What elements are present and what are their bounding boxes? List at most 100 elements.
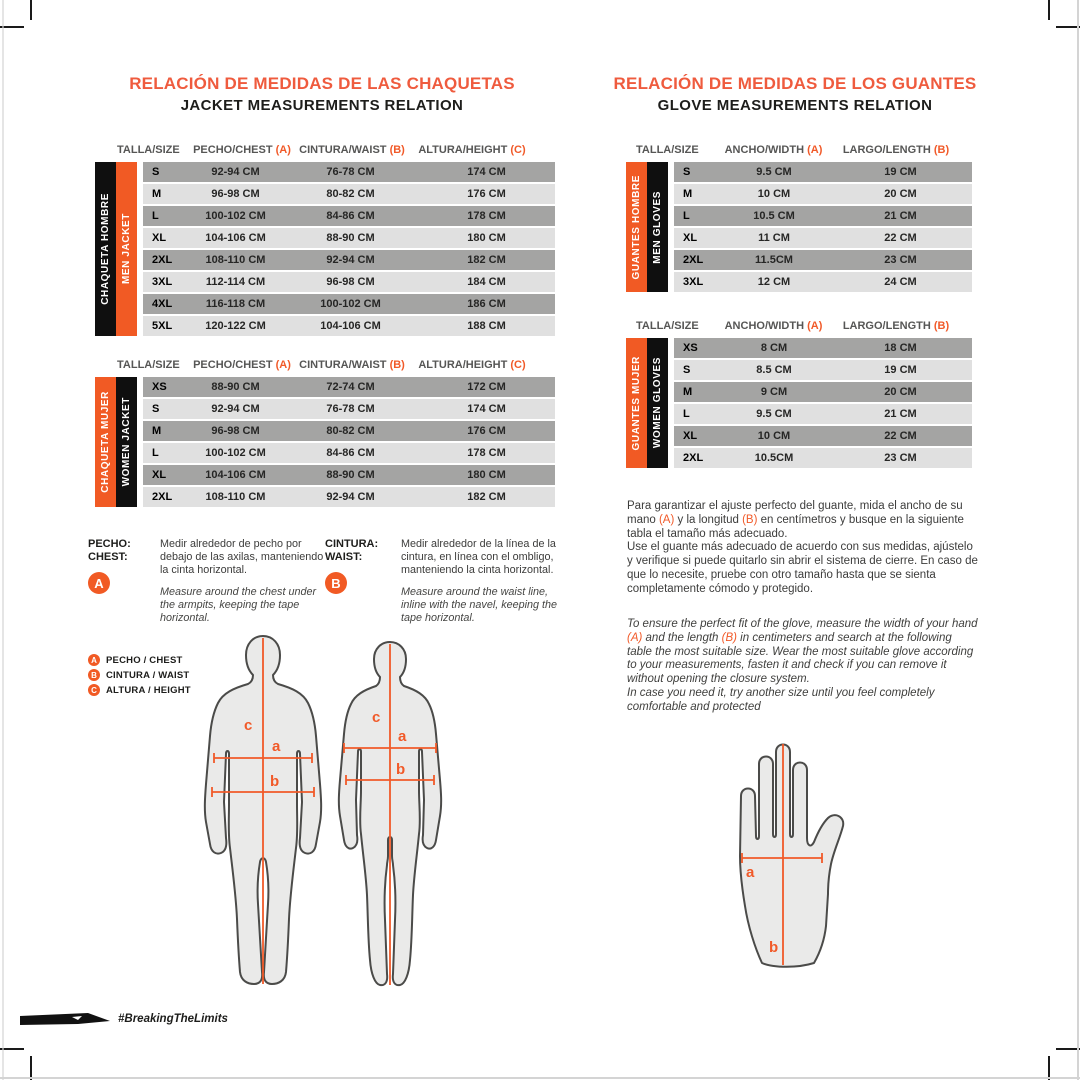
band-chaqueta-hombre: CHAQUETA HOMBRE [95, 162, 116, 336]
size-cell: XS [152, 381, 167, 393]
table-row: 2XL 108-110 CM 92-94 CM 182 CM [143, 250, 555, 270]
page-edge [1077, 0, 1079, 1080]
value-cell: 9.5 CM [756, 408, 792, 420]
column-header: TALLA/SIZE [117, 359, 180, 371]
size-cell: 3XL [683, 276, 704, 288]
hand-silhouette [739, 743, 845, 968]
hand-length-label: b [769, 939, 778, 956]
table-row: L 100-102 CM 84-86 CM 178 CM [143, 206, 555, 226]
column-header: ANCHO/WIDTH (A) [724, 144, 823, 156]
size-cell: S [683, 364, 691, 376]
table-row: XL 104-106 CM 88-90 CM 180 CM [143, 465, 555, 485]
value-cell: 104-106 CM [205, 469, 266, 481]
page-edge [2, 0, 4, 1080]
value-cell: 182 CM [467, 491, 506, 503]
size-cell: L [683, 408, 690, 420]
chest-text-en: Measure around the chest under the armpi… [160, 586, 317, 624]
crop-mark [0, 1048, 24, 1050]
value-cell: 92-94 CM [211, 403, 260, 415]
value-cell: 92-94 CM [326, 491, 375, 503]
waist-text-en: Measure around the waist line, inline wi… [401, 586, 558, 624]
legend-item-chest: A PECHO / CHEST [88, 654, 191, 666]
crop-mark [1048, 0, 1050, 20]
value-cell: 22 CM [884, 430, 917, 442]
legend-b-badge: B [88, 669, 100, 681]
value-cell: 104-106 CM [320, 320, 381, 332]
table-row: 2XL 108-110 CM 92-94 CM 182 CM [143, 487, 555, 507]
value-cell: 20 CM [884, 188, 917, 200]
value-cell: 174 CM [467, 403, 506, 415]
size-cell: L [152, 447, 159, 459]
table-body: XS 8 CM 18 CM S 8.5 CM 19 CM M 9 CM 20 CM L 9.5 CM… [674, 338, 972, 468]
waist-text-es: Medir alrededor de la línea de la cintur… [401, 538, 556, 576]
crop-mark [1056, 26, 1080, 28]
value-cell: 18 CM [884, 342, 917, 354]
value-cell: 12 CM [757, 276, 791, 288]
chest-label: PECHO: CHEST: [88, 538, 131, 563]
size-cell: XL [683, 232, 698, 244]
value-cell: 172 CM [467, 381, 506, 393]
table-row: M 10 CM 20 CM [674, 184, 972, 204]
table-row: L 9.5 CM 21 CM [674, 404, 972, 424]
value-cell: 88-90 CM [326, 232, 375, 244]
size-cell: S [152, 403, 160, 415]
marker-a-badge: A [88, 572, 110, 594]
value-cell: 178 CM [467, 447, 506, 459]
column-header: CINTURA/WAIST (B) [299, 144, 405, 156]
value-cell: 180 CM [467, 469, 506, 481]
size-cell: XL [152, 232, 167, 244]
value-cell: 76-78 CM [326, 403, 375, 415]
size-cell: 2XL [152, 491, 173, 503]
size-cell: S [683, 166, 691, 178]
hashtag-text: #BreakingTheLimits [118, 1013, 228, 1025]
column-header: CINTURA/WAIST (B) [299, 359, 405, 371]
crop-mark [30, 1056, 32, 1080]
table-header-row: TALLA/SIZE PECHO/CHEST (A) CINTURA/WAIST (… [117, 140, 555, 160]
table-body: S 92-94 CM 76-78 CM 174 CM M 96-98 CM 80-82 CM… [143, 162, 555, 336]
band-women-gloves: WOMEN GLOVES [647, 338, 668, 468]
female-waist-label: b [396, 761, 405, 778]
value-cell: 178 CM [467, 210, 506, 222]
table-row: XL 10 CM 22 CM [674, 426, 972, 446]
value-cell: 180 CM [467, 232, 506, 244]
value-cell: 92-94 CM [326, 254, 375, 266]
table-side-bands: GUANTES HOMBRE MEN GLOVES [626, 162, 668, 292]
column-header: TALLA/SIZE [636, 320, 699, 332]
value-cell: 23 CM [884, 452, 917, 464]
table-row: 5XL 120-122 CM 104-106 CM 188 CM [143, 316, 555, 336]
value-cell: 182 CM [467, 254, 506, 266]
crop-mark [1056, 1048, 1080, 1050]
women-jacket-table: TALLA/SIZE PECHO/CHEST (A) CINTURA/WAIST (… [95, 355, 555, 507]
value-cell: 174 CM [467, 166, 506, 178]
legend-item-height: C ALTURA / HEIGHT [88, 684, 191, 696]
legend-a-badge: A [88, 654, 100, 666]
column-header: LARGO/LENGTH (B) [842, 320, 950, 332]
band-men-gloves: MEN GLOVES [647, 162, 668, 292]
value-cell: 19 CM [884, 364, 917, 376]
value-cell: 112-114 CM [205, 276, 266, 288]
value-cell: 108-110 CM [205, 254, 266, 266]
column-header: TALLA/SIZE [117, 144, 180, 156]
value-cell: 72-74 CM [326, 381, 375, 393]
value-cell: 11 CM [758, 232, 790, 244]
table-row: S 92-94 CM 76-78 CM 174 CM [143, 399, 555, 419]
value-cell: 96-98 CM [326, 276, 375, 288]
table-row: S 8.5 CM 19 CM [674, 360, 972, 380]
value-cell: 104-106 CM [205, 232, 266, 244]
value-cell: 84-86 CM [326, 210, 375, 222]
size-cell: 2XL [683, 452, 704, 464]
value-cell: 10.5 CM [753, 210, 795, 222]
value-cell: 20 CM [884, 386, 917, 398]
table-row: 2XL 10.5CM 23 CM [674, 448, 972, 468]
female-height-label: c [372, 709, 380, 726]
column-header: ALTURA/HEIGHT (C) [418, 144, 526, 156]
jackets-title-en: JACKET MEASUREMENTS RELATION [180, 97, 464, 114]
table-row: L 100-102 CM 84-86 CM 178 CM [143, 443, 555, 463]
female-chest-label: a [398, 728, 407, 745]
size-cell: XL [683, 430, 698, 442]
male-body-diagram: c a b [196, 634, 330, 986]
size-cell: M [683, 188, 693, 200]
value-cell: 96-98 CM [211, 425, 260, 437]
table-row: 2XL 11.5CM 23 CM [674, 250, 972, 270]
